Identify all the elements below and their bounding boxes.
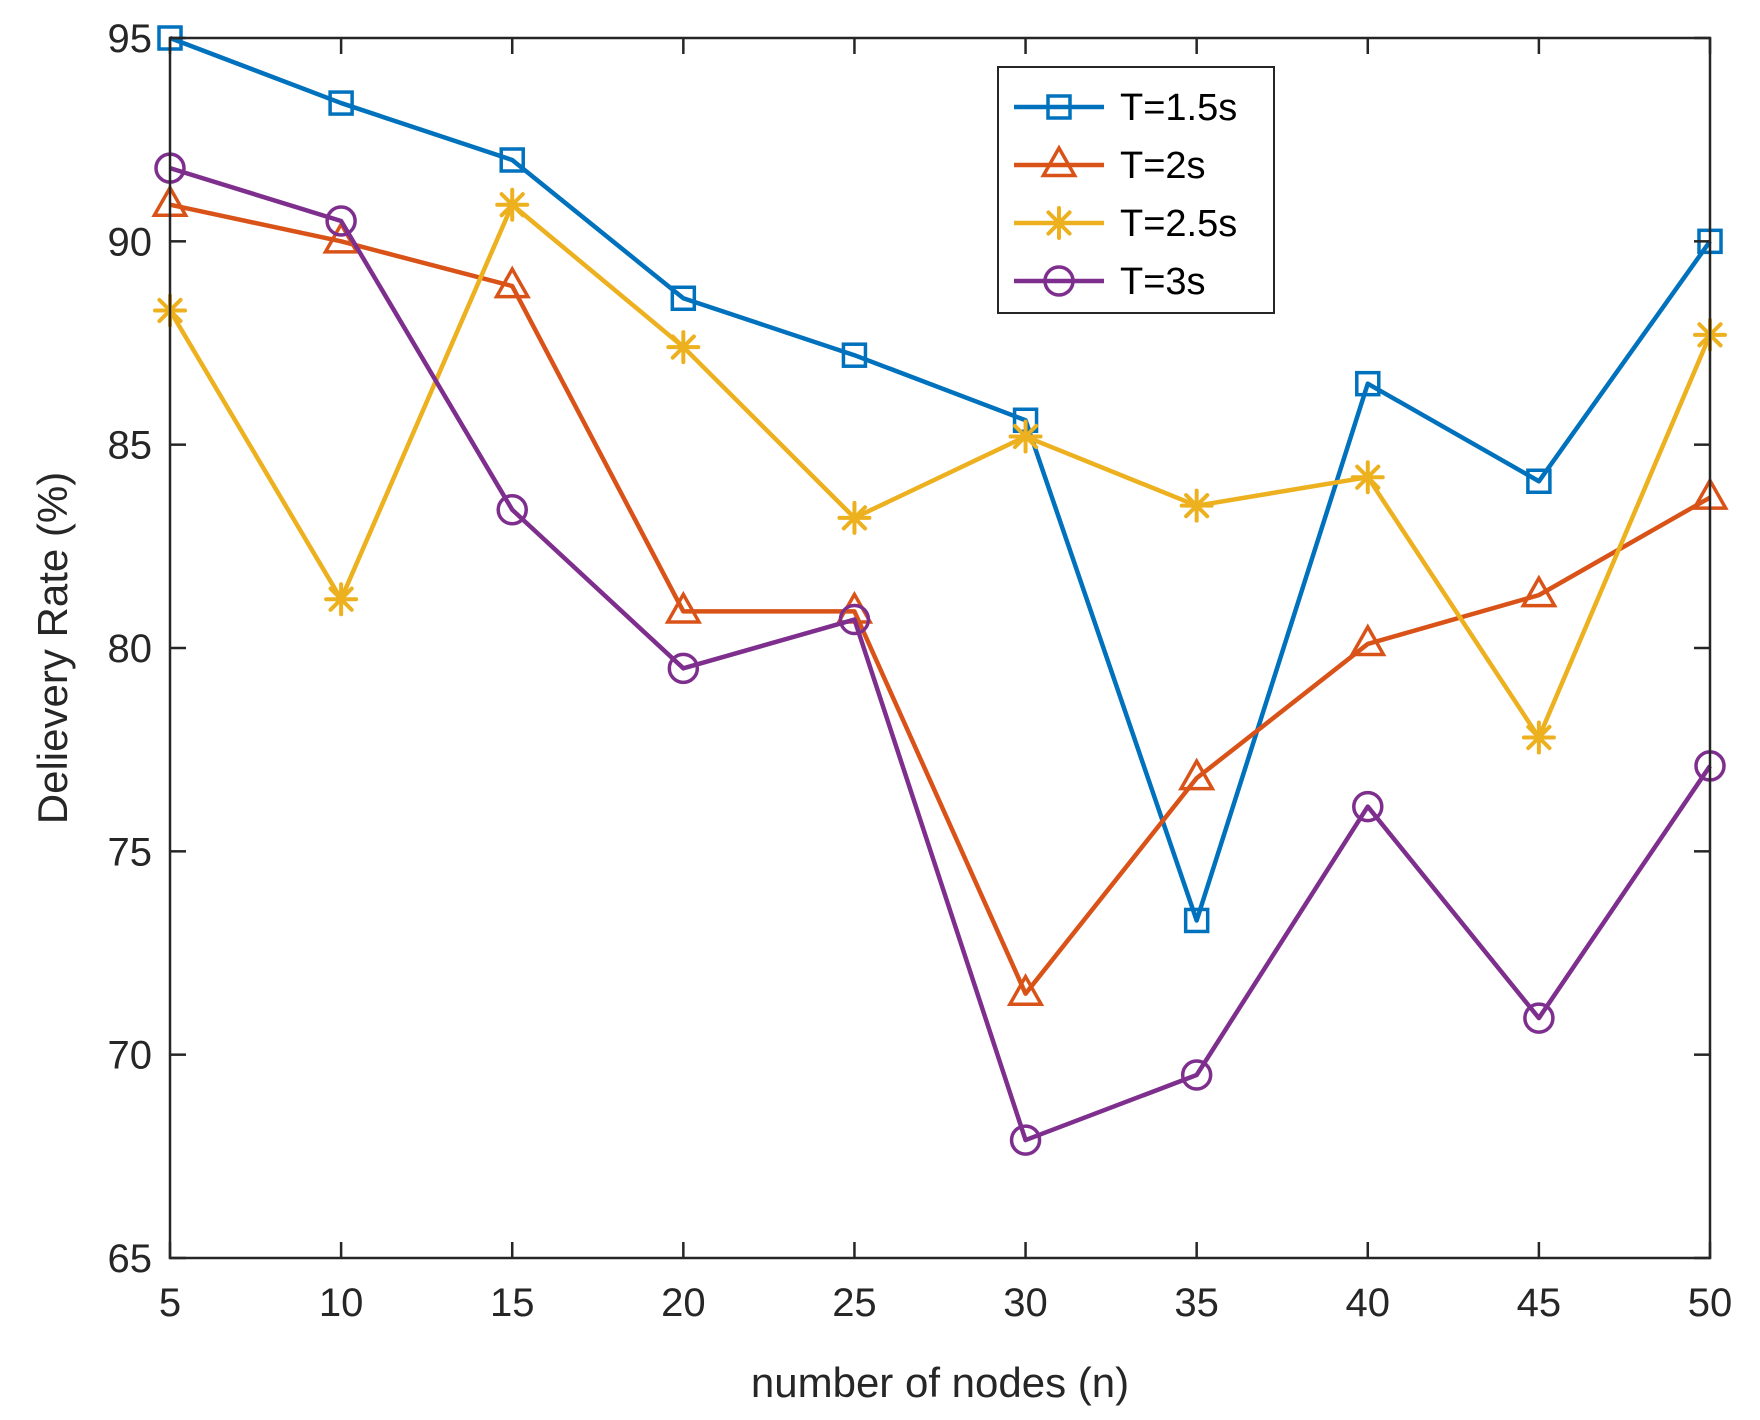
data-point <box>666 330 701 365</box>
x-tick-label: 10 <box>319 1281 364 1325</box>
data-point <box>1006 973 1045 1006</box>
y-tick-label: 65 <box>108 1237 153 1281</box>
plot-area <box>170 38 1710 1258</box>
data-point <box>1008 419 1043 454</box>
data-point <box>1180 1059 1213 1091</box>
y-tick-label: 70 <box>108 1034 153 1078</box>
data-point <box>1521 720 1556 755</box>
data-point <box>1178 757 1216 791</box>
y-tick-label: 85 <box>108 424 153 468</box>
data-point <box>496 493 528 526</box>
data-point <box>325 205 357 237</box>
data-point <box>324 582 359 617</box>
data-point <box>1520 574 1558 608</box>
legend-item: T=2.5s <box>1014 203 1237 245</box>
data-point <box>670 285 697 312</box>
series-line <box>168 202 1713 740</box>
data-point <box>1349 623 1387 657</box>
legend-label: T=3s <box>1120 261 1206 303</box>
series-line <box>169 202 1712 996</box>
legend-item: T=3s <box>1014 261 1206 303</box>
data-point <box>664 590 702 624</box>
data-point <box>838 603 871 636</box>
data-point <box>493 265 531 299</box>
x-tick-label: 5 <box>159 1281 181 1325</box>
x-tick-label: 50 <box>1688 1281 1733 1325</box>
data-point <box>841 342 868 368</box>
y-tick-label: 75 <box>108 830 153 874</box>
data-point <box>667 652 700 685</box>
legend-marker <box>1046 94 1072 120</box>
data-point <box>328 90 354 116</box>
x-tick-label: 35 <box>1174 1281 1219 1325</box>
x-tick-label: 40 <box>1346 1281 1391 1325</box>
legend: T=1.5s T=2s T=2.5s T=3s <box>997 66 1275 314</box>
series-line <box>169 35 1712 923</box>
legend-marker <box>1042 206 1076 240</box>
x-tick-label: 15 <box>490 1281 535 1325</box>
x-axis-label: number of nodes (n) <box>751 1359 1129 1406</box>
data-point <box>1350 460 1385 495</box>
data-point <box>837 500 872 535</box>
series-line <box>169 165 1712 1143</box>
data-point <box>1526 468 1552 495</box>
series-layer <box>151 25 1729 1156</box>
y-tick-label: 95 <box>108 17 153 61</box>
data-point <box>495 187 530 222</box>
x-tick-label: 25 <box>832 1281 877 1325</box>
data-point <box>1352 790 1384 823</box>
legend-item: T=1.5s <box>1014 87 1237 129</box>
legend-label: T=2s <box>1120 145 1206 187</box>
data-point <box>1523 1002 1555 1034</box>
y-tick-label: 90 <box>108 220 153 264</box>
ticks-layer: 5 10 15 20 25 30 35 40 45 50 65 70 75 80 85 90 95 <box>108 17 1733 1325</box>
legend-marker <box>1043 265 1075 297</box>
x-tick-label: 45 <box>1517 1281 1562 1325</box>
y-tick-label: 80 <box>108 627 153 671</box>
x-tick-label: 20 <box>661 1281 706 1325</box>
legend-marker <box>1040 144 1078 178</box>
data-point <box>1009 1124 1042 1156</box>
data-point <box>499 147 525 173</box>
legend-label: T=1.5s <box>1120 87 1237 129</box>
legend-item: T=2s <box>1014 144 1206 187</box>
data-point <box>1183 907 1210 934</box>
x-tick-label: 30 <box>1003 1281 1048 1325</box>
y-axis-label: Delievery Rate (%) <box>29 472 76 824</box>
data-point <box>1179 488 1214 523</box>
legend-label: T=2.5s <box>1120 203 1237 245</box>
data-point <box>1355 370 1381 397</box>
